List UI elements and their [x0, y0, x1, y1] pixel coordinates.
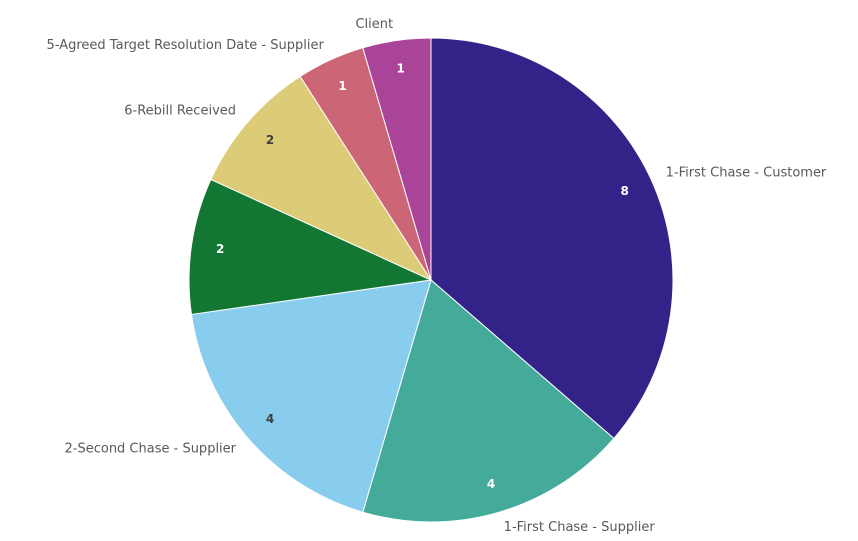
pie-slice — [188, 178, 433, 316]
value-label: 8 — [621, 184, 629, 198]
pie-slice — [362, 37, 432, 281]
value-label: 2 — [216, 242, 224, 256]
category-label: 1-First Chase - Customer — [666, 165, 827, 180]
value-label: 4 — [266, 412, 274, 426]
pie-slice — [430, 37, 674, 440]
value-label: 1 — [397, 62, 405, 76]
category-label: 1-First Chase - Supplier — [504, 520, 656, 535]
pie-slice — [190, 279, 432, 513]
category-label: 6-Rebill Received — [124, 104, 236, 119]
pie-slice — [362, 279, 615, 523]
value-label: 4 — [487, 477, 495, 491]
value-label: 1 — [338, 79, 346, 93]
category-label: 5-Agreed Target Resolution Date - Suppli… — [47, 38, 325, 53]
category-label: Client — [355, 17, 393, 32]
category-label: 2-Second Chase - Supplier — [65, 441, 237, 456]
pie-slice — [210, 75, 433, 282]
value-label: 2 — [266, 133, 274, 147]
